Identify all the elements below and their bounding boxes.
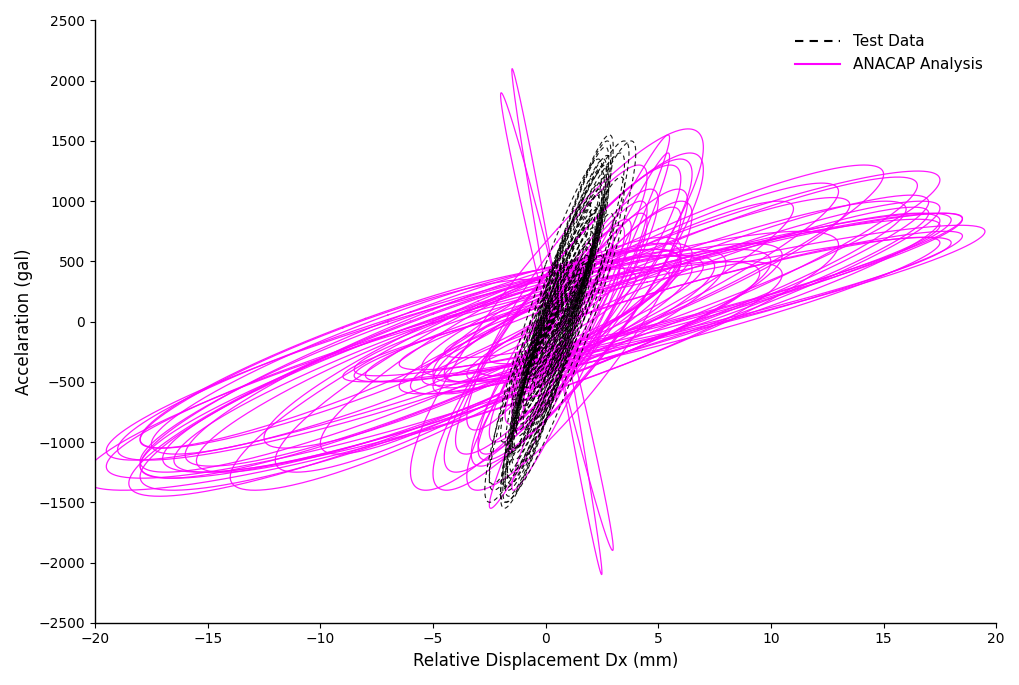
X-axis label: Relative Displacement Dx (mm): Relative Displacement Dx (mm) bbox=[413, 652, 678, 670]
Y-axis label: Accelaration (gal): Accelaration (gal) bbox=[15, 249, 33, 395]
Legend: Test Data, ANACAP Analysis: Test Data, ANACAP Analysis bbox=[788, 28, 987, 78]
